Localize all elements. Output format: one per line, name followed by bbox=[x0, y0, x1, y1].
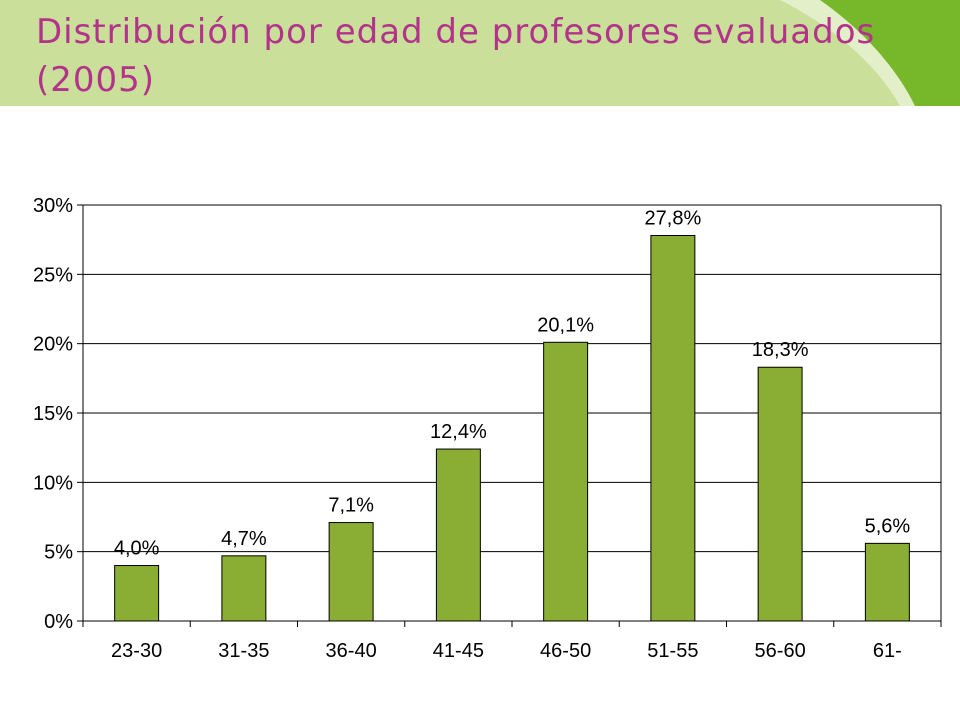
labels: 0% 5% 10% 15% 20% 25% 30% 4,0% 23-30 4,7% 31-35 7,1… bbox=[33, 195, 910, 662]
y-tick-label: 5% bbox=[44, 542, 73, 564]
y-tick-label: 25% bbox=[33, 264, 73, 286]
bar-41-45 bbox=[435, 448, 481, 622]
data-label: 18,3% bbox=[752, 339, 809, 361]
data-label: 12,4% bbox=[430, 421, 487, 443]
bar-46-50 bbox=[543, 341, 589, 622]
bars bbox=[114, 235, 910, 622]
x-category-label: 31-35 bbox=[218, 640, 269, 662]
bar-51-55 bbox=[650, 235, 696, 622]
header-background bbox=[0, 0, 960, 106]
x-category-label: 56-60 bbox=[755, 640, 806, 662]
data-label: 27,8% bbox=[645, 208, 702, 230]
x-category-label: 23-30 bbox=[111, 640, 162, 662]
y-tick-label: 30% bbox=[33, 195, 73, 217]
x-category-label: 61- bbox=[873, 640, 902, 662]
x-category-label: 51-55 bbox=[647, 640, 698, 662]
header-swoosh-accent bbox=[820, 0, 960, 106]
gridlines bbox=[83, 204, 941, 553]
bar-56-60 bbox=[757, 366, 803, 622]
x-category-label: 46-50 bbox=[540, 640, 591, 662]
y-tick-label: 20% bbox=[33, 334, 73, 356]
page-title: Distribución por edad de profesores eval… bbox=[36, 12, 876, 100]
data-label: 7,1% bbox=[328, 495, 374, 517]
y-tick-label: 0% bbox=[44, 611, 73, 633]
y-tick-label: 15% bbox=[33, 403, 73, 425]
x-category-label: 41-45 bbox=[433, 640, 484, 662]
bar-61- bbox=[864, 542, 910, 622]
bar-23-30 bbox=[114, 565, 160, 622]
data-label: 5,6% bbox=[865, 515, 911, 537]
bar-31-35 bbox=[221, 555, 267, 622]
x-category-label: 36-40 bbox=[326, 640, 377, 662]
data-label: 4,0% bbox=[114, 538, 160, 560]
bar-36-40 bbox=[328, 522, 374, 622]
data-label: 4,7% bbox=[221, 528, 267, 550]
y-tick-label: 10% bbox=[33, 472, 73, 494]
header-band bbox=[0, 0, 960, 106]
data-label: 20,1% bbox=[537, 314, 594, 336]
axes bbox=[77, 204, 942, 627]
